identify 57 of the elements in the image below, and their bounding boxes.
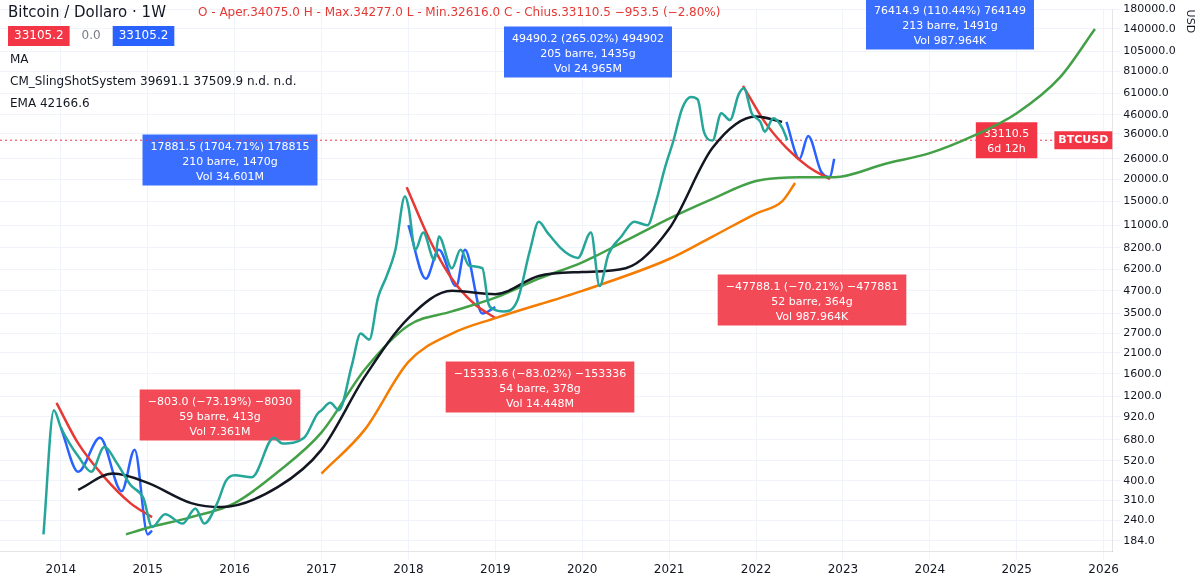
y-tick-label: 1600.0 (1123, 366, 1162, 380)
y-tick-label: 26000.0 (1123, 151, 1169, 165)
annotation: −803.0 (−73.19%) −8030 59 barre, 413g Vol 7.361M (147, 394, 293, 438)
annotation: 76414.9 (110.44%) 764149 213 barre, 1491g Vol 987.964K (874, 3, 1026, 47)
y-tick-label: 2100.0 (1123, 345, 1162, 359)
x-tick-label: 2024 (914, 561, 946, 576)
y-tick-label: 4700.0 (1123, 283, 1162, 297)
x-tick-label: 2019 (480, 561, 511, 576)
annotation: 33110.5 6d 12h (983, 127, 1030, 156)
x-tick-label: 2017 (306, 561, 337, 576)
annotation: 33105.2 (118, 28, 169, 43)
y-tick-label: 8200.0 (1123, 240, 1162, 254)
x-tick-label: 2022 (740, 561, 772, 576)
x-tick-label: 2014 (45, 561, 77, 576)
x-tick-label: 2025 (1001, 561, 1032, 576)
y-tick-label: 36000.0 (1123, 126, 1169, 140)
line-series (405, 185, 497, 320)
y-tick-label: 1200.0 (1123, 389, 1162, 403)
y-tick-label: 61000.0 (1123, 85, 1169, 99)
x-tick-label: 2016 (219, 561, 250, 576)
annotation: −47788.1 (−70.21%) −477881 52 barre, 364g Vol 987.964K (725, 279, 899, 323)
y-tick-label: 240.0 (1123, 513, 1155, 527)
x-tick-label: 2018 (393, 561, 424, 576)
annotation: −15333.6 (−83.02%) −153336 54 barre, 378g Vol 14.448M (453, 366, 627, 410)
x-tick-label: 2026 (1088, 561, 1119, 576)
y-tick-label: 3500.0 (1123, 306, 1162, 320)
chart-title: Bitcoin / Dollaro · 1W (8, 2, 167, 21)
y-tick-label: 46000.0 (1123, 107, 1169, 121)
y-tick-label: 180000.0 (1123, 2, 1176, 16)
y-tick-label: 20000.0 (1123, 171, 1169, 185)
x-tick-label: 2020 (566, 561, 598, 576)
y-tick-label: 310.0 (1123, 493, 1155, 507)
y-tick-label: 140000.0 (1123, 21, 1176, 35)
annotation: 33105.2 (14, 28, 64, 43)
annotation: CM_SlingShotSystem 39691.1 37509.9 n.d. n.d. (10, 74, 297, 89)
y-tick-label: 680.0 (1123, 432, 1155, 446)
annotation: MA (10, 52, 30, 67)
y-tick-label: 184.0 (1123, 533, 1155, 547)
y-tick-label: 920.0 (1123, 409, 1155, 423)
annotation: 17881.5 (1704.71%) 178815 210 barre, 1470g Vol 34.601M (150, 139, 310, 183)
x-tick-label: 2021 (653, 561, 685, 576)
chart-subtitle: O - Aper.34075.0 H - Max.34277.0 L - Min.32616.0 C - Chius.33110.5 −953.5 (−2.80%) (197, 5, 721, 20)
y-tick-label: 6200.0 (1123, 262, 1162, 276)
annotation: EMA 42166.6 (10, 96, 90, 111)
y-tick-label: 400.0 (1123, 473, 1155, 487)
annotation: 0.0 (81, 28, 101, 43)
y-tick-label: 105000.0 (1123, 44, 1176, 58)
x-tick-label: 2023 (827, 561, 859, 576)
y-tick-label: 81000.0 (1123, 64, 1169, 78)
y-tick-label: 11000.0 (1123, 218, 1169, 232)
ref-line-label: BTCUSD (1058, 133, 1109, 147)
x-tick-label: 2015 (132, 561, 163, 576)
y-axis-title: USD (1183, 9, 1197, 34)
y-tick-label: 520.0 (1123, 453, 1155, 467)
y-tick-label: 15000.0 (1123, 194, 1169, 208)
y-tick-label: 2700.0 (1123, 326, 1162, 340)
annotation: 49490.2 (265.02%) 494902 205 barre, 1435g Vol 24.965M (512, 31, 664, 75)
